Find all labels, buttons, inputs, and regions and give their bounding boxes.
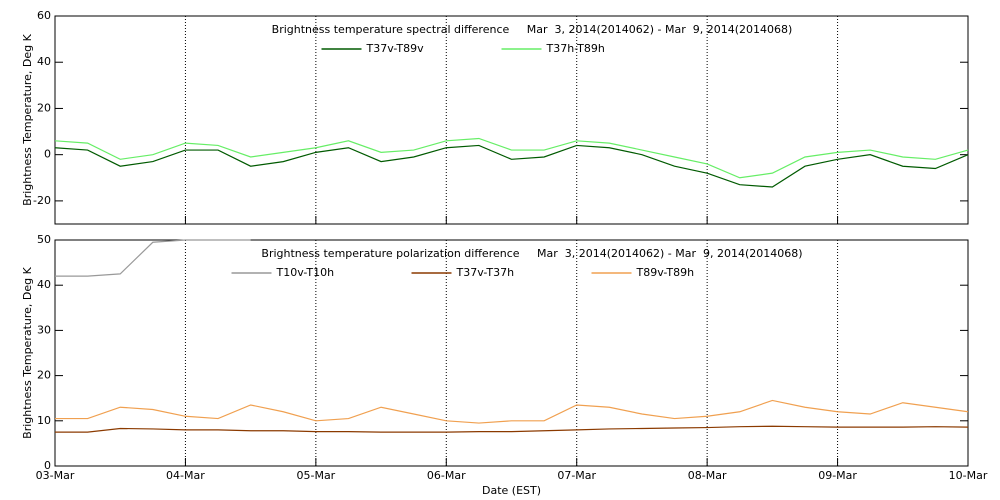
legend-label: T37h-T89h <box>546 42 605 55</box>
y-tick-label: 20 <box>37 369 51 382</box>
x-tick-label: 08-Mar <box>688 469 727 482</box>
y-tick-label: 50 <box>37 233 51 246</box>
y-tick-label: 0 <box>44 459 51 472</box>
legend-label: T10v-T10h <box>276 266 335 279</box>
y-axis-label: Brightness Temperature, Deg K <box>21 266 34 438</box>
y-tick-label: 40 <box>37 278 51 291</box>
x-tick-label: 10-Mar <box>949 469 988 482</box>
y-tick-label: 0 <box>44 148 51 161</box>
y-tick-label: 10 <box>37 414 51 427</box>
data-line <box>55 239 251 277</box>
chart-title: Brightness temperature spectral differen… <box>272 23 793 36</box>
y-tick-label: 20 <box>37 101 51 114</box>
x-tick-label: 04-Mar <box>166 469 205 482</box>
data-line <box>55 399 969 424</box>
y-tick-label: -20 <box>33 194 51 207</box>
x-tick-label: 09-Mar <box>818 469 857 482</box>
data-line <box>54 137 969 179</box>
y-axis-label: Brightness Temperature, Deg K <box>21 33 34 205</box>
legend-label: T37v-T37h <box>456 266 515 279</box>
y-tick-label: 60 <box>37 9 51 22</box>
x-tick-label: 03-Mar <box>36 469 75 482</box>
x-tick-label: 05-Mar <box>296 469 335 482</box>
data-line <box>54 144 969 188</box>
plot-frame <box>54 15 969 225</box>
y-tick-label: 40 <box>37 55 51 68</box>
data-line <box>55 425 969 433</box>
chart-title: Brightness temperature polarization diff… <box>261 247 802 260</box>
plot-frame <box>54 239 969 467</box>
x-tick-label: 06-Mar <box>427 469 466 482</box>
x-tick-label: 07-Mar <box>557 469 596 482</box>
legend-label: T89v-T89h <box>636 266 695 279</box>
legend-label: T37v-T89v <box>366 42 425 55</box>
y-tick-label: 30 <box>37 323 51 336</box>
x-axis-label: Date (EST) <box>482 484 541 497</box>
